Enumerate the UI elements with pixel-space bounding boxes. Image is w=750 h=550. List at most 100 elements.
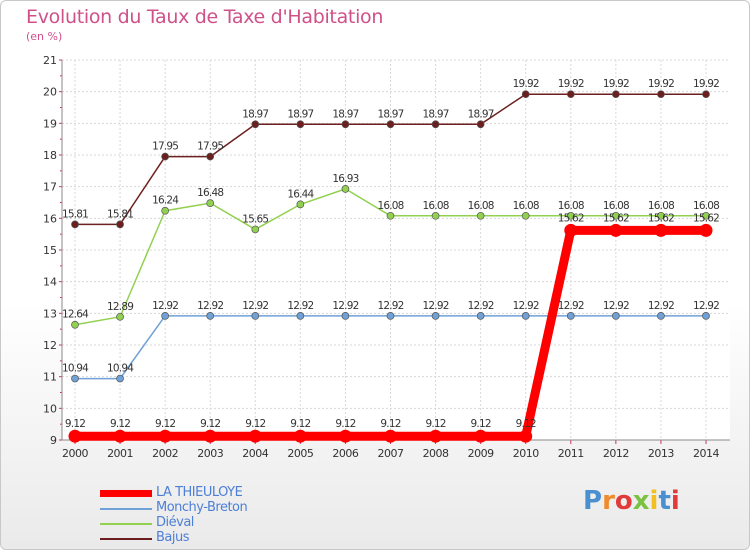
x-tick-label: 2000 bbox=[62, 447, 88, 460]
data-label-1: 12.92 bbox=[152, 300, 178, 312]
logo-letter: t bbox=[658, 486, 671, 516]
y-tick-label: 15 bbox=[43, 244, 57, 257]
data-point-2 bbox=[702, 211, 710, 220]
logo-letter: o bbox=[614, 486, 633, 516]
data-label-0: 9.12 bbox=[200, 418, 220, 430]
data-label-3: 19.92 bbox=[603, 78, 629, 90]
data-label-3: 15.81 bbox=[62, 208, 88, 220]
data-label-0: 15.62 bbox=[603, 212, 629, 224]
data-point-0 bbox=[609, 223, 623, 237]
data-point-0 bbox=[564, 223, 578, 237]
data-label-0: 9.12 bbox=[245, 418, 265, 430]
proxiti-logo: Proxiti bbox=[583, 486, 680, 516]
data-point-1 bbox=[431, 312, 440, 320]
data-label-2: 16.08 bbox=[377, 200, 403, 212]
data-point-3 bbox=[116, 220, 124, 229]
data-point-3 bbox=[612, 90, 620, 99]
x-tick-label: 2014 bbox=[693, 447, 719, 460]
data-point-2 bbox=[521, 211, 530, 220]
line-chart: 9 10 11 12 13 14 15 16 17 18 19 20 21 2000 2001 2002 200… bbox=[43, 54, 730, 460]
data-point-1 bbox=[521, 312, 530, 320]
y-tick-label: 13 bbox=[43, 307, 57, 320]
data-label-2: 16.08 bbox=[513, 200, 539, 212]
data-point-2 bbox=[206, 199, 215, 207]
data-point-3 bbox=[296, 120, 305, 129]
data-point-1 bbox=[296, 312, 305, 320]
data-label-1: 12.92 bbox=[332, 300, 358, 312]
data-point-1 bbox=[476, 312, 485, 320]
legend-label: Monchy-Breton bbox=[156, 500, 248, 515]
data-label-1: 12.92 bbox=[558, 300, 584, 312]
data-point-3 bbox=[521, 90, 530, 99]
data-point-0 bbox=[293, 429, 307, 443]
data-label-2: 16.93 bbox=[332, 173, 358, 185]
y-tick-label: 10 bbox=[43, 402, 57, 415]
data-label-0: 9.12 bbox=[425, 418, 445, 430]
data-point-1 bbox=[702, 312, 710, 320]
data-label-3: 17.95 bbox=[152, 141, 178, 153]
data-point-1 bbox=[386, 312, 395, 320]
data-point-0 bbox=[699, 223, 713, 237]
data-label-2: 16.48 bbox=[197, 187, 223, 199]
chart-subtitle: (en %) bbox=[26, 30, 63, 43]
data-label-2: 16.08 bbox=[558, 200, 584, 212]
data-point-2 bbox=[341, 185, 350, 193]
data-label-1: 12.92 bbox=[693, 300, 719, 312]
logo-letter: r bbox=[602, 486, 615, 516]
x-tick-label: 2013 bbox=[648, 447, 674, 460]
data-label-2: 16.24 bbox=[152, 195, 179, 207]
y-tick-label: 17 bbox=[43, 181, 57, 194]
x-tick-label: 2001 bbox=[107, 447, 133, 460]
y-tick-label: 20 bbox=[43, 86, 57, 99]
data-label-1: 12.92 bbox=[287, 300, 313, 312]
data-label-1: 12.92 bbox=[648, 300, 674, 312]
data-label-3: 18.97 bbox=[377, 108, 403, 120]
data-label-3: 15.81 bbox=[107, 208, 133, 220]
data-point-0 bbox=[519, 429, 533, 443]
chart-data-labels: 15.81 15.81 17.95 17.95 18.97 18.97 18.97 18.97… bbox=[62, 78, 720, 430]
data-label-2: 16.08 bbox=[648, 200, 674, 212]
data-point-2 bbox=[612, 211, 620, 220]
legend-swatch bbox=[100, 523, 152, 525]
x-tick-label: 2002 bbox=[152, 447, 178, 460]
data-label-3: 18.97 bbox=[332, 108, 358, 120]
data-label-2: 12.89 bbox=[107, 301, 133, 313]
data-label-0: 15.62 bbox=[648, 212, 674, 224]
data-label-2: 16.08 bbox=[423, 200, 449, 212]
y-tick-label: 16 bbox=[43, 212, 57, 225]
data-point-0 bbox=[654, 223, 668, 237]
legend-label: Diéval bbox=[156, 515, 194, 530]
data-point-2 bbox=[296, 200, 305, 209]
logo-letter: i bbox=[649, 486, 659, 516]
data-point-1 bbox=[71, 374, 79, 383]
data-point-1 bbox=[566, 312, 575, 320]
x-tick-label: 2003 bbox=[197, 447, 223, 460]
data-label-1: 12.92 bbox=[197, 300, 223, 312]
data-label-2: 16.08 bbox=[468, 200, 494, 212]
data-point-3 bbox=[341, 120, 350, 129]
data-point-0 bbox=[429, 429, 443, 443]
legend-label: LA THIEULOYE bbox=[156, 485, 243, 500]
data-label-3: 17.95 bbox=[197, 141, 223, 153]
data-label-3: 19.92 bbox=[693, 78, 719, 90]
data-point-0 bbox=[158, 429, 172, 443]
data-label-3: 19.92 bbox=[558, 78, 584, 90]
data-point-2 bbox=[431, 211, 440, 220]
data-point-3 bbox=[251, 120, 260, 129]
data-point-0 bbox=[203, 429, 217, 443]
data-label-0: 9.12 bbox=[65, 418, 85, 430]
data-point-1 bbox=[161, 312, 169, 320]
data-label-1: 10.94 bbox=[62, 363, 89, 375]
y-tick-label: 14 bbox=[43, 276, 57, 289]
data-point-0 bbox=[68, 429, 82, 443]
data-point-0 bbox=[338, 429, 352, 443]
data-label-3: 18.97 bbox=[468, 108, 494, 120]
data-label-2: 16.08 bbox=[603, 200, 629, 212]
data-label-1: 12.92 bbox=[242, 300, 268, 312]
data-point-2 bbox=[657, 211, 665, 220]
legend-swatch bbox=[100, 538, 152, 540]
data-point-2 bbox=[161, 206, 169, 215]
data-label-1: 10.94 bbox=[107, 363, 134, 375]
chart-series bbox=[68, 90, 713, 443]
logo-letter: x bbox=[632, 486, 650, 516]
